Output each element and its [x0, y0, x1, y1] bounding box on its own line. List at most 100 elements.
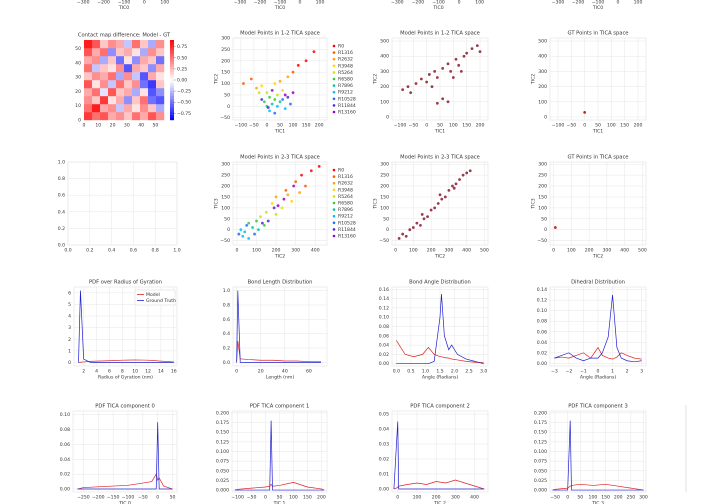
x-axis-label: TIC1: [274, 129, 285, 135]
heatmap-cell: [140, 72, 149, 81]
x-tick-label: 200: [634, 123, 643, 129]
legend-marker: [332, 195, 336, 198]
x-tick-label: 100: [316, 0, 325, 6]
legend-marker: [332, 90, 336, 94]
colorbar-strip: [170, 117, 174, 121]
legend-label: R6580: [338, 77, 353, 83]
x-tick-label: 2: [82, 369, 85, 375]
point: [255, 86, 258, 90]
point: [425, 80, 429, 84]
heatmap-cell: [148, 104, 157, 113]
heatmap-cell: [108, 80, 117, 89]
point: [243, 230, 247, 234]
line: [77, 422, 173, 490]
x-tick-label: 50: [595, 123, 601, 129]
colorbar-strip: [170, 48, 174, 51]
point: [433, 206, 437, 210]
heatmap-cell: [148, 96, 157, 105]
point: [257, 228, 260, 232]
colorbar-strip: [170, 69, 174, 73]
colorbar-strip: [170, 96, 174, 99]
plot-area: [232, 286, 328, 367]
heatmap-cell: [100, 48, 109, 57]
y-tick-label: 0.04: [537, 340, 547, 346]
x-axis-label: TIC0: [432, 5, 443, 11]
heatmap-cell: [100, 88, 109, 97]
y-tick-label: 0.6: [58, 193, 65, 199]
legend-marker: [332, 201, 336, 205]
x-axis-label: TIC 2: [433, 501, 446, 504]
point: [274, 213, 278, 216]
x-tick-label: 200: [272, 248, 281, 254]
heatmap-cell: [116, 40, 125, 49]
x-tick-label: 200: [476, 123, 485, 129]
heatmap-cell: [84, 112, 93, 121]
x-tick-label: 6: [108, 369, 111, 375]
x-tick-label: 0.8: [152, 248, 159, 254]
panel: 0 100 200 300 400 0.00 0.01 0.02 0.03 0.04 0.05 PDF…: [379, 404, 489, 504]
y-tick-label: 100: [221, 205, 230, 211]
x-tick-label: −3: [551, 369, 558, 375]
x-axis-label: Angle (Radians): [422, 375, 459, 381]
heatmap-cell: [124, 104, 133, 113]
point: [408, 228, 412, 232]
x-tick-label: 100: [409, 248, 418, 254]
heatmap-cell: [108, 64, 117, 73]
chart-title: Model Points in 2-3 TICA space: [240, 155, 320, 161]
x-tick-label: 0: [597, 369, 600, 375]
x-tick-label: 100: [567, 248, 576, 254]
heatmap-cell: [92, 64, 101, 73]
point: [275, 104, 279, 108]
x-tick-label: −100: [432, 0, 445, 6]
point: [262, 100, 266, 104]
heatmap-cell: [140, 40, 149, 49]
y-tick-label: 0.16: [379, 287, 389, 293]
panel: 0 100 200 300 400 500 −50 0 50 100 150 200 250 300 GT …: [531, 155, 647, 260]
y-tick-label: 0.4: [223, 331, 230, 337]
colorbar-strip: [170, 53, 174, 57]
legend-label: R1316: [338, 174, 353, 180]
point: [404, 234, 408, 238]
y-tick-label: 0.2: [58, 226, 65, 232]
heatmap-cell: [156, 64, 165, 73]
heatmap-cell: [100, 64, 109, 73]
x-tick-label: 150: [620, 123, 629, 129]
y-tick-label: 2: [68, 337, 71, 343]
point: [249, 77, 253, 81]
point: [406, 85, 410, 88]
y-tick-label: 4: [68, 314, 71, 320]
y-tick-label: 0.0: [223, 360, 230, 366]
x-tick-label: 500: [638, 248, 647, 254]
panel: −300 −200 −100 0 100 TIC0: [391, 0, 484, 11]
x-tick-label: 500: [480, 248, 489, 254]
x-tick-label: 100: [289, 123, 298, 129]
x-tick-label: 40: [282, 369, 288, 375]
point: [257, 91, 261, 95]
x-tick-label: 150: [601, 495, 610, 501]
point: [475, 44, 479, 47]
point: [415, 221, 419, 225]
y-tick-label: 300: [380, 162, 389, 168]
x-axis-label: TIC2: [434, 254, 445, 260]
y-tick-label: 0.12: [537, 298, 547, 304]
legend-marker: [332, 228, 336, 231]
y-tick-label: 0.100: [534, 449, 547, 455]
heatmap-cell: [100, 72, 109, 81]
heatmap-cell: [116, 112, 125, 121]
colorbar-strip: [170, 58, 174, 62]
point: [275, 93, 279, 97]
x-axis-label: Angle (Radians): [580, 375, 617, 381]
x-tick-label: 50: [277, 123, 283, 129]
x-tick-label: 300: [291, 248, 300, 254]
x-tick-label: 0: [583, 123, 586, 129]
point: [270, 102, 274, 106]
point: [452, 186, 456, 190]
point: [454, 57, 458, 61]
point: [286, 193, 290, 197]
x-tick-label: −300: [77, 0, 90, 6]
point: [294, 180, 298, 184]
x-tick-label: 50: [277, 495, 283, 501]
x-tick-label: 200: [432, 495, 441, 501]
colorbar-strip: [170, 74, 174, 78]
y-tick-label: 100: [538, 99, 547, 105]
